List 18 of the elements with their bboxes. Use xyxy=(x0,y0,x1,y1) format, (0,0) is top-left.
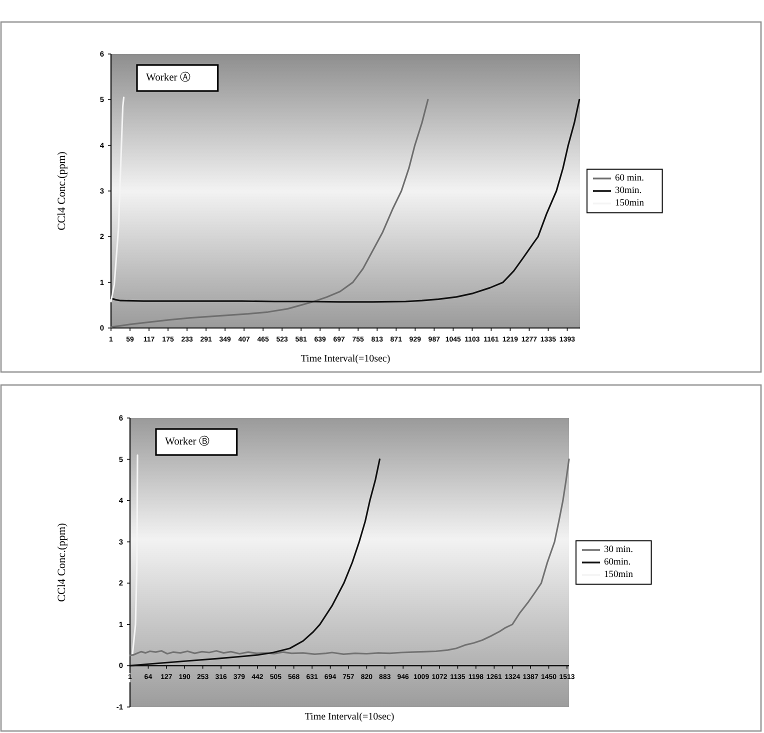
line-series xyxy=(110,98,580,303)
legend-label: 30min. xyxy=(615,186,642,196)
line-series xyxy=(110,98,429,328)
line-series xyxy=(129,458,380,667)
legend-label: 150min xyxy=(604,570,634,580)
legend-label: 30 min. xyxy=(604,545,634,555)
annotation: Worker Ⓐ xyxy=(146,70,191,84)
legend-label: 150min xyxy=(615,198,644,208)
legend-label: 60min. xyxy=(604,558,631,568)
legend-label: 60 min. xyxy=(615,174,644,184)
x-axis-title: Time Interval(=10sec) xyxy=(300,354,390,364)
annotation: Worker Ⓑ xyxy=(165,434,210,448)
y-axis-title: CCl4 Conc.(ppm) xyxy=(56,151,68,230)
y-axis-title: CCl4 Conc.(ppm) xyxy=(56,522,68,602)
line-series xyxy=(129,458,570,656)
line-series xyxy=(110,96,125,302)
line-series xyxy=(132,454,138,654)
x-axis-title: Time Interval(=10sec) xyxy=(304,712,394,722)
